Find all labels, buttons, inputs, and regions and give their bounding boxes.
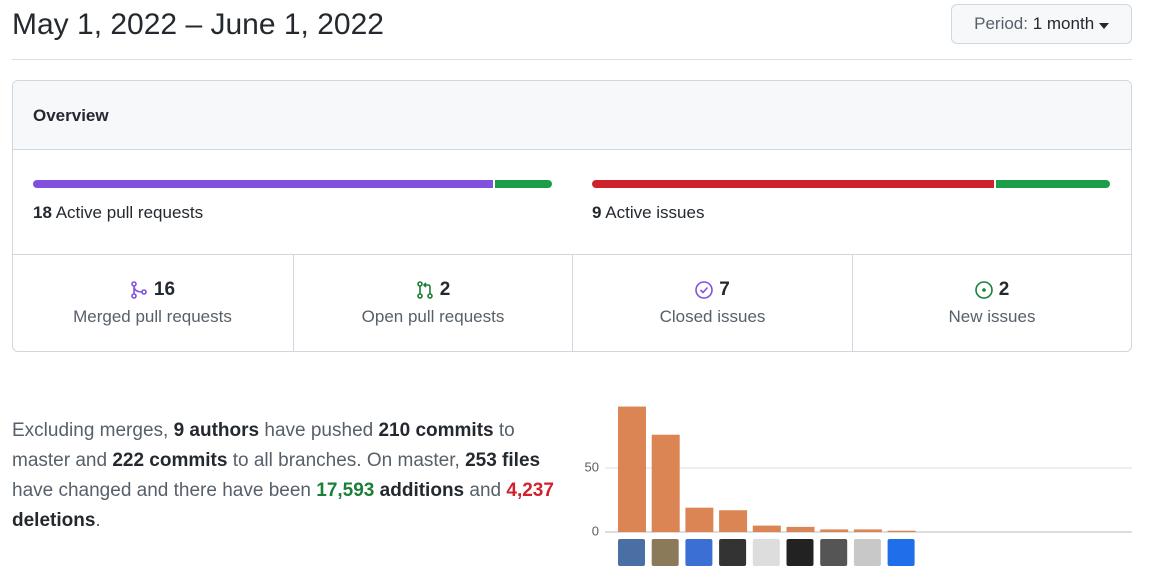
stat-icon — [131, 281, 147, 299]
bar — [651, 434, 680, 532]
author-avatar — [820, 539, 848, 566]
stat-icon — [695, 281, 714, 299]
caret — [1098, 23, 1109, 29]
stat-cell: 2 New issues — [851, 255, 1132, 351]
overview-title: Overview — [33, 106, 109, 125]
summary-text: 253 files — [465, 450, 541, 471]
summary-text: additions — [374, 480, 465, 501]
summary-text: 17,593 — [316, 480, 375, 501]
progress-segment — [33, 180, 494, 188]
author-avatar — [786, 539, 814, 566]
issue-label: Active issues — [605, 203, 705, 222]
date-range-title: May 1, 2022 – June 1, 2022 — [12, 8, 384, 41]
commit-summary: Excluding merges, 9 authors have pushed … — [12, 416, 577, 536]
stat-label: Merged pull requests — [73, 307, 232, 326]
stat-cell: 2 Open pull requests — [292, 255, 573, 351]
bar — [786, 526, 815, 532]
pr-count: 18 — [33, 203, 52, 222]
summary-text: 9 authors — [173, 420, 260, 441]
summary-text: 222 commits — [112, 450, 228, 471]
stat-number: 2 — [853, 279, 1132, 301]
summary-text: to all branches. On master, — [227, 450, 466, 471]
stat-value: 16 — [153, 279, 176, 300]
stat-number: 2 — [294, 279, 573, 301]
summary-text: . — [95, 510, 101, 531]
stat-label: Closed issues — [659, 307, 766, 326]
bar — [685, 507, 714, 532]
stat-number: 7 — [573, 279, 852, 301]
author-avatar — [719, 539, 747, 566]
issue-summary: 9 Active issues — [592, 203, 704, 223]
stat-icon — [974, 281, 993, 299]
author-avatar — [752, 539, 780, 566]
bar — [618, 406, 646, 532]
bar — [853, 529, 882, 532]
separator — [12, 59, 1132, 60]
author-avatar — [685, 539, 713, 566]
progress-segment — [995, 180, 1110, 188]
stat-icon — [416, 281, 433, 299]
issue-count: 9 — [592, 203, 602, 222]
divider — [13, 254, 1131, 255]
summary-text: 4,237 — [506, 480, 554, 501]
y-tick-label: 50 — [585, 459, 599, 474]
summary-text: Excluding merges, — [12, 420, 174, 441]
summary-text: deletions — [12, 510, 96, 531]
bar — [887, 530, 916, 532]
stat-value: 7 — [719, 279, 730, 300]
stat-cell: 16 Merged pull requests — [13, 255, 292, 351]
stat-label: Open pull requests — [361, 307, 505, 326]
stat-value: 2 — [439, 279, 451, 300]
author-avatar — [651, 539, 679, 566]
progress-segment — [592, 180, 994, 188]
overview-box: Overview 18 Active pull requests 9 Activ… — [12, 80, 1132, 352]
author-avatar — [853, 539, 881, 566]
author-avatar — [887, 539, 915, 566]
stat-value: 2 — [998, 279, 1010, 300]
bar — [752, 525, 781, 532]
summary-text: have pushed — [259, 420, 379, 441]
summary-text: to master and — [12, 420, 515, 471]
y-tick-label: 0 — [592, 523, 599, 538]
summary-text: and — [464, 480, 507, 501]
issue-progress — [592, 180, 1110, 188]
overview-header — [13, 81, 1131, 150]
stat-number: 16 — [13, 279, 292, 301]
stat-cell: 7 Closed issues — [572, 255, 852, 351]
pr-summary: 18 Active pull requests — [33, 203, 203, 223]
pr-label: Active pull requests — [55, 203, 204, 222]
commit-chart: 0 50 — [585, 406, 1132, 566]
progress-segment — [495, 180, 552, 188]
bar — [719, 510, 748, 532]
period-value: 1 month — [1032, 14, 1095, 33]
author-avatar — [618, 539, 645, 566]
summary-text: 210 commits — [378, 420, 494, 441]
bar — [820, 529, 849, 532]
stat-label: New issues — [948, 307, 1036, 326]
period-label: Period: — [974, 14, 1028, 33]
pr-progress — [33, 180, 552, 188]
period-button[interactable]: Period: 1 month — [951, 4, 1132, 44]
summary-text: have changed and there have been — [12, 480, 317, 501]
